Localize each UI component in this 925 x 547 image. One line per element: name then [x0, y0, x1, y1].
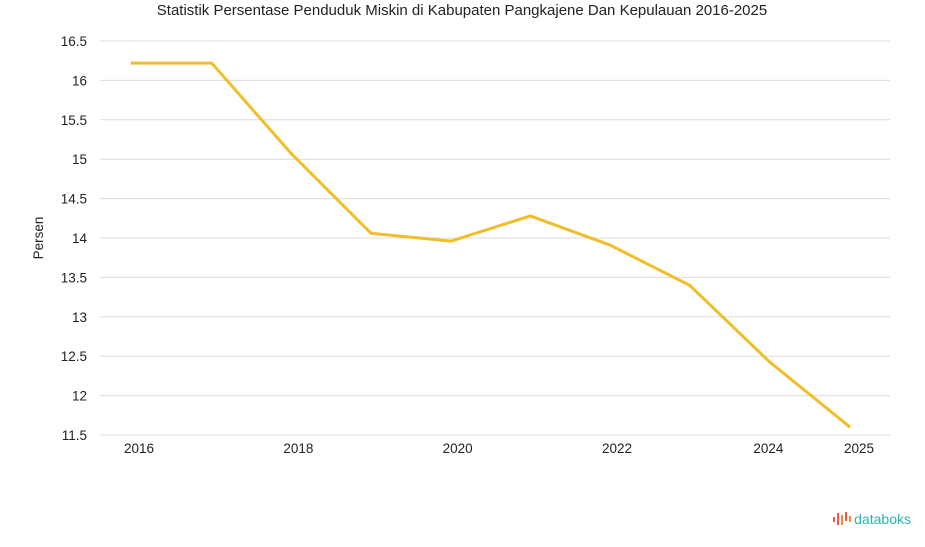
data-point[interactable] — [847, 424, 851, 428]
y-tick-label: 13.5 — [61, 270, 87, 285]
y-axis-label: Persen — [31, 217, 46, 260]
data-point[interactable] — [449, 239, 453, 243]
gridlines — [100, 40, 890, 436]
series-line — [130, 61, 851, 428]
databoks-logo[interactable]: databoks — [833, 511, 911, 527]
x-axis-ticks: 2016 2018 2020 2022 2024 2025 — [124, 441, 874, 456]
y-tick-label: 15 — [72, 152, 87, 167]
x-tick-label: 2022 — [602, 441, 632, 456]
databoks-logo-text: databoks — [854, 511, 911, 527]
y-tick-label: 16.5 — [61, 34, 87, 49]
x-tick-label: 2020 — [443, 441, 473, 456]
y-tick-label: 14 — [72, 231, 88, 246]
databoks-logo-icon — [833, 512, 852, 525]
series-layer — [130, 61, 851, 428]
y-tick-label: 15.5 — [61, 113, 87, 128]
data-point[interactable] — [210, 61, 214, 65]
y-tick-label: 12 — [72, 389, 87, 404]
data-point[interactable] — [608, 243, 612, 247]
y-tick-label: 12.5 — [61, 349, 87, 364]
data-point[interactable] — [528, 214, 532, 218]
x-tick-label: 2018 — [283, 441, 313, 456]
data-point[interactable] — [130, 61, 134, 65]
y-tick-label: 16 — [72, 73, 87, 88]
data-point[interactable] — [688, 283, 692, 287]
y-axis-ticks: 11.5 12 12.5 13 13.5 14 14.5 15 15.5 16 16.5 — [61, 34, 88, 443]
chart-title: Statistik Persentase Penduduk Miskin di … — [157, 2, 767, 19]
y-tick-label: 14.5 — [61, 192, 87, 207]
x-tick-label: 2016 — [124, 441, 154, 456]
y-tick-label: 13 — [72, 310, 87, 325]
x-tick-label: 2025 — [844, 441, 874, 456]
y-tick-label: 11.5 — [62, 428, 87, 443]
x-tick-label: 2024 — [753, 441, 784, 456]
data-point[interactable] — [289, 152, 293, 156]
data-point[interactable] — [767, 360, 771, 364]
data-point[interactable] — [369, 231, 373, 235]
